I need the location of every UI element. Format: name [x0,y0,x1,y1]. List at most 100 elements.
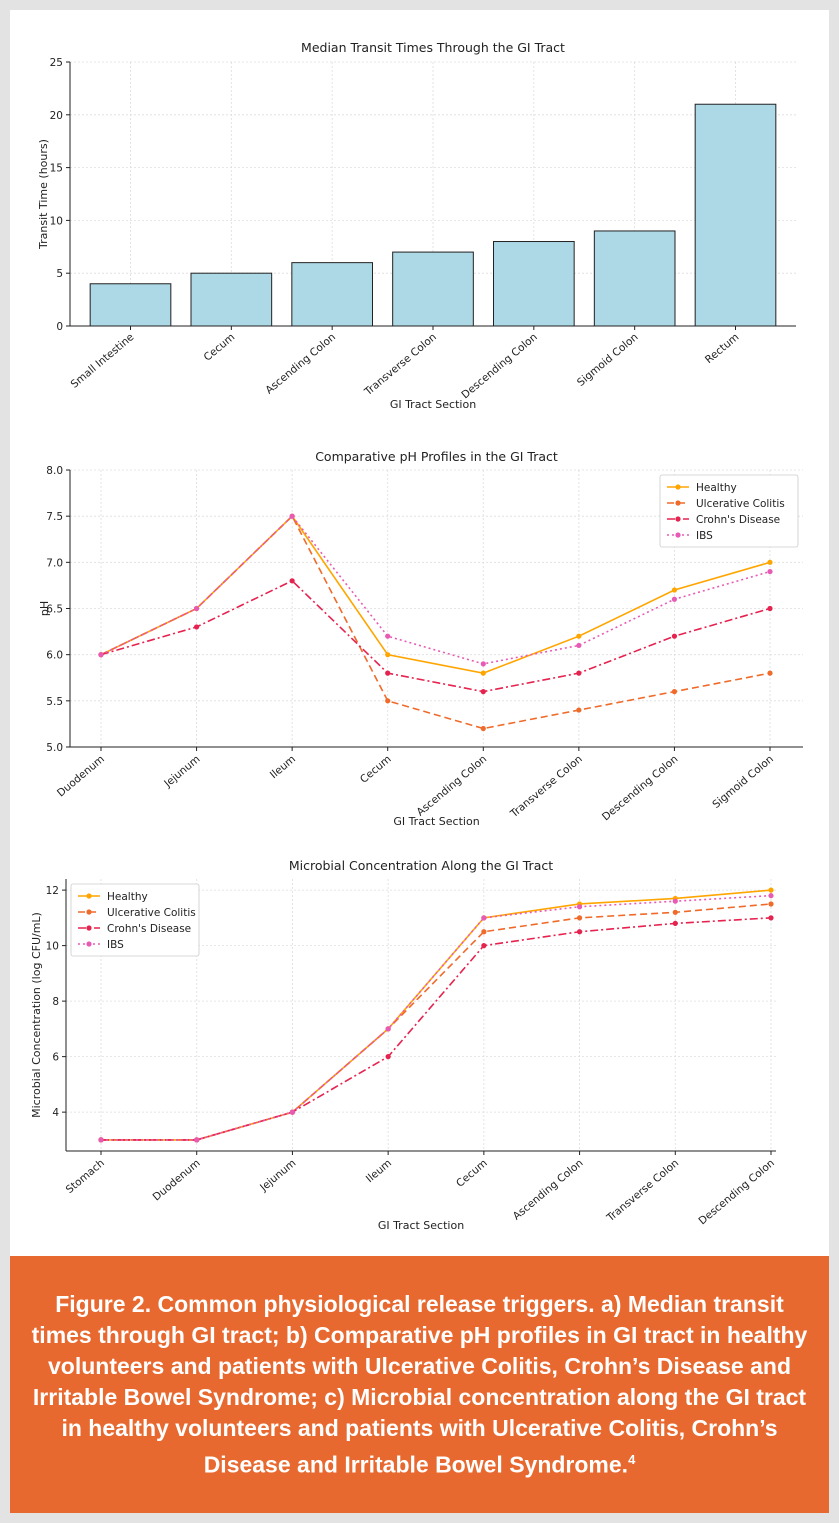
x-tick-label: Ascending Colon [414,753,489,818]
series-line-crohn-s-disease [101,917,772,1141]
chart-title: Comparative pH Profiles in the GI Tract [315,449,558,464]
y-axis-label: pH [38,601,51,616]
y-tick-label: 10 [50,215,63,227]
x-tick-label: Cecum [358,753,394,786]
x-tick-label: Descending Colon [600,753,680,823]
x-tick-label: Transverse Colon [604,1157,681,1225]
y-tick-label: 6 [52,1052,59,1064]
bar-rectum [694,103,777,327]
y-tick-label: 5.5 [46,696,63,708]
data-point-healthy [768,887,774,893]
data-point-healthy [576,633,582,639]
bar-transverse-colon [392,251,474,327]
legend-box [70,883,200,957]
y-tick-label: 15 [50,163,63,175]
x-tick-label: Small Intestine [69,331,137,391]
x-axis-label: GI Tract Section [378,1219,464,1232]
legend-label-crohn-s-disease: Crohn's Disease [107,923,191,935]
data-point-ibs [289,513,295,519]
chart-title: Microbial Concentration Along the GI Tra… [289,858,553,873]
legend-marker-healthy [86,893,92,899]
x-axis-label: GI Tract Section [390,398,476,411]
x-tick-label: Ascending Colon [511,1157,586,1222]
y-tick-label: 10 [46,941,59,953]
legend-marker-crohn-s-disease [86,925,92,931]
transit-time-bar-chart: 0 5 10 15 20 25 Small Intestine Cecum Ascending … [37,40,796,411]
legend-marker-ulcerative-colitis [675,500,681,506]
series-line-healthy [100,514,771,674]
bar-ascending-colon [291,262,374,327]
x-tick-label: Rectum [703,331,741,366]
data-point-ulcerative-colitis [576,915,583,921]
data-point-ibs [576,904,583,910]
legend: Healthy Ulcerative Colitis Crohn's Disease… [659,474,799,548]
x-tick-label: Sigmoid Colon [710,753,776,811]
data-point-ulcerative-colitis [768,901,774,907]
data-point-crohn-s-disease [768,915,774,921]
legend-marker-ibs [86,941,92,947]
data-point-ibs [194,1137,200,1143]
data-point-ibs [98,652,104,658]
x-tick-label: Transverse Colon [508,753,585,821]
y-tick-label: 8.0 [46,465,63,477]
y-tick-label: 5.0 [46,742,63,754]
data-point-ulcerative-colitis [767,670,773,676]
series-line-healthy [101,889,772,1141]
series-line-ulcerative-colitis [101,903,772,1141]
y-tick-label: 7.5 [46,511,63,523]
x-tick-label: Ileum [364,1157,394,1185]
series-line-ibs [101,894,772,1141]
x-tick-label: Jejunum [161,753,202,790]
microbial-concentration-line-chart: 4 6 8 10 12 Stomach Duodenum Jejunum Ileum Cecum A… [30,858,777,1232]
y-tick-label: 12 [46,885,59,897]
y-axis-label: Microbial Concentration (log CFU/mL) [30,912,43,1118]
data-point-crohn-s-disease [385,1054,391,1060]
data-point-healthy [480,670,486,676]
legend-marker-ibs [675,532,681,538]
data-point-ibs [385,633,391,639]
x-tick-label: Stomach [64,1157,107,1196]
legend-label-healthy: Healthy [696,482,737,494]
data-point-ibs [671,596,678,602]
legend-box [659,474,799,548]
y-tick-label: 7.0 [46,557,63,569]
data-point-crohn-s-disease [672,920,678,927]
legend-label-ibs: IBS [696,530,713,542]
legend-label-healthy: Healthy [107,891,148,903]
data-point-ulcerative-colitis [480,725,486,732]
data-point-ulcerative-colitis [481,929,487,935]
y-tick-label: 6.5 [46,604,63,616]
legend-marker-ulcerative-colitis [86,909,92,915]
legend: Healthy Ulcerative Colitis Crohn's Disease… [70,883,200,957]
legend-marker-crohn-s-disease [675,516,681,522]
data-point-crohn-s-disease [289,578,295,584]
data-point-ibs [767,568,773,575]
data-point-ulcerative-colitis [576,707,582,713]
legend-label-ibs: IBS [107,939,124,951]
legend-label-crohn-s-disease: Crohn's Disease [696,514,780,526]
y-tick-label: 8 [52,996,59,1008]
data-point-ibs [481,915,487,921]
data-point-ibs [98,1137,104,1143]
caption-reference: 4 [628,1451,636,1467]
data-point-healthy [767,559,773,565]
x-tick-label: Cecum [454,1157,490,1190]
ph-profile-line-chart: 5.0 5.5 6.0 6.5 7.0 7.5 8.0 Duodenum Jejunum Ileu… [38,449,803,825]
chart-title: Median Transit Times Through the GI Trac… [301,40,565,55]
legend-label-ulcerative-colitis: Ulcerative Colitis [107,907,196,919]
bar-descending-colon [493,241,575,327]
x-tick-label: Jejunum [257,1157,298,1194]
x-tick-label: Duodenum [151,1157,203,1203]
data-point-ibs [768,893,774,899]
data-point-crohn-s-disease [193,624,200,630]
y-tick-label: 4 [52,1107,59,1119]
series-line-crohn-s-disease [100,579,771,693]
data-point-crohn-s-disease [480,689,486,695]
bar-small-intestine [89,283,172,327]
data-point-crohn-s-disease [767,605,773,612]
y-tick-label: 20 [50,110,63,122]
y-axis-label: Transit Time (hours) [37,139,50,250]
x-tick-label: Descending Colon [697,1157,777,1227]
legend-label-ulcerative-colitis: Ulcerative Colitis [696,498,785,510]
figure-caption: Figure 2. Common physiological release t… [10,1256,829,1513]
